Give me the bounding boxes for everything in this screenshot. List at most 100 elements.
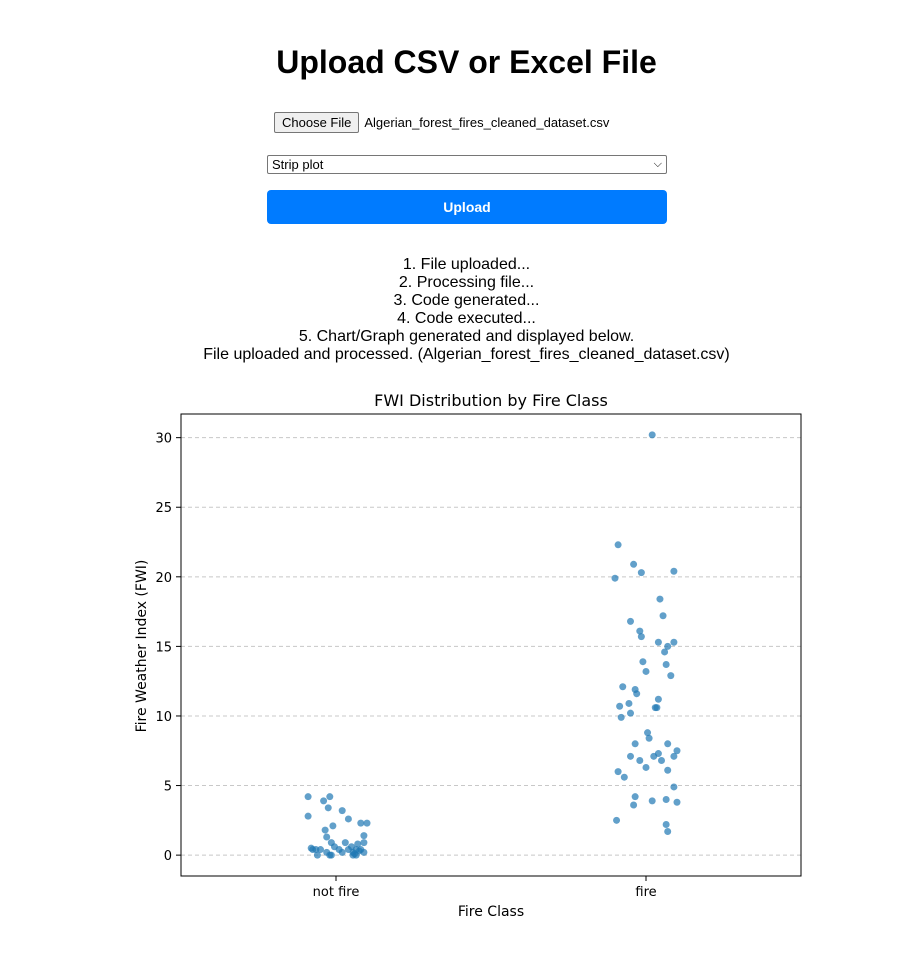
y-tick-label: 15: [155, 640, 172, 655]
data-point: [317, 846, 324, 854]
data-point: [662, 821, 670, 829]
data-point: [636, 757, 644, 764]
data-point: [654, 695, 662, 703]
data-point: [650, 752, 658, 760]
data-point: [613, 816, 621, 824]
data-point: [617, 713, 625, 721]
x-axis: not fire fire: [313, 876, 657, 900]
data-point: [656, 595, 664, 603]
data-point: [670, 783, 678, 791]
data-point: [639, 658, 647, 666]
x-axis-label: Fire Class: [458, 904, 524, 920]
data-point: [630, 801, 638, 809]
data-point: [648, 431, 656, 439]
data-point: [642, 763, 650, 771]
data-point: [637, 633, 645, 641]
data-point: [360, 839, 368, 847]
data-point: [654, 638, 662, 646]
data-point: [357, 819, 365, 827]
chart-type-select[interactable]: Strip plot ⌵: [267, 155, 667, 174]
file-input[interactable]: Choose File Algerian_forest_fires_cleane…: [274, 112, 609, 133]
data-point: [645, 734, 653, 742]
data-point: [658, 757, 665, 764]
data-point: [673, 798, 681, 806]
data-point: [363, 819, 371, 827]
status-line: 5. Chart/Graph generated and displayed b…: [298, 328, 635, 345]
data-point: [341, 839, 349, 847]
y-tick-label: 0: [164, 849, 172, 864]
status-line: File uploaded and processed. (Algerian_f…: [203, 346, 730, 363]
status-line: 2. Processing file...: [398, 274, 535, 291]
data-point: [344, 815, 352, 823]
data-point: [637, 569, 645, 577]
data-point: [670, 567, 678, 575]
data-point: [321, 826, 329, 834]
data-point: [304, 812, 312, 820]
data-point: [670, 752, 678, 760]
data-point: [323, 833, 331, 841]
y-tick-label: 30: [155, 432, 172, 447]
data-point: [625, 699, 633, 707]
data-point: [673, 747, 681, 755]
status-line: 3. Code generated...: [393, 292, 540, 309]
data-point: [662, 795, 670, 803]
status-log: 1. File uploaded... 2. Processing file..…: [0, 256, 920, 364]
data-point: [664, 740, 672, 748]
data-point: [636, 627, 644, 635]
y-axis-label: Fire Weather Index (FWI): [134, 560, 150, 733]
data-point: [360, 848, 368, 856]
data-point: [360, 832, 368, 840]
data-point: [338, 807, 346, 815]
data-point: [351, 850, 359, 858]
data-point: [327, 851, 335, 859]
y-tick-label: 10: [155, 710, 172, 725]
status-line: 4. Code executed...: [397, 310, 536, 327]
data-point: [659, 612, 667, 620]
data-point: [627, 752, 634, 760]
plot-frame: [180, 413, 802, 877]
data-point: [670, 638, 678, 646]
page-title: Upload CSV or Excel File: [276, 44, 657, 80]
data-point: [324, 804, 332, 812]
data-points: [304, 431, 681, 859]
data-point: [631, 740, 639, 748]
data-point: [667, 672, 675, 680]
data-point: [329, 822, 337, 830]
upload-button[interactable]: Upload: [267, 190, 667, 224]
strip-chart: FWI Distribution by Fire Class 0 5 10 15 20 2…: [134, 391, 802, 920]
data-point: [642, 667, 650, 675]
data-point: [664, 642, 672, 650]
data-point: [304, 793, 312, 801]
y-tick-label: 25: [155, 501, 172, 516]
chevron-down-icon: ⌵: [653, 158, 662, 170]
data-point: [338, 848, 346, 856]
data-point: [354, 840, 362, 848]
data-point: [664, 766, 672, 774]
data-point: [611, 574, 619, 582]
y-tick-label: 20: [155, 571, 172, 586]
data-point: [664, 827, 672, 835]
selected-file-name: Algerian_forest_fires_cleaned_dataset.cs…: [364, 115, 610, 130]
y-axis: 0 5 10 15 20 25 30: [155, 432, 181, 864]
x-tick-label: fire: [635, 885, 656, 900]
data-point: [661, 648, 669, 656]
data-point: [662, 660, 670, 668]
data-point: [614, 541, 622, 549]
gridlines: [181, 437, 801, 856]
chart-title: FWI Distribution by Fire Class: [374, 391, 608, 410]
data-point: [627, 709, 634, 717]
data-point: [653, 704, 661, 712]
choose-file-button[interactable]: Choose File: [274, 112, 360, 133]
data-point: [313, 851, 321, 859]
data-point: [631, 793, 639, 801]
data-point: [320, 797, 328, 805]
chart-type-selected-value: Strip plot: [272, 157, 324, 172]
data-point: [648, 797, 656, 805]
data-point: [616, 702, 624, 710]
data-point: [326, 793, 334, 801]
data-point: [630, 560, 638, 568]
data-point: [627, 617, 634, 625]
data-point: [619, 683, 627, 691]
y-tick-label: 5: [164, 780, 172, 795]
status-line: 1. File uploaded...: [402, 256, 531, 273]
